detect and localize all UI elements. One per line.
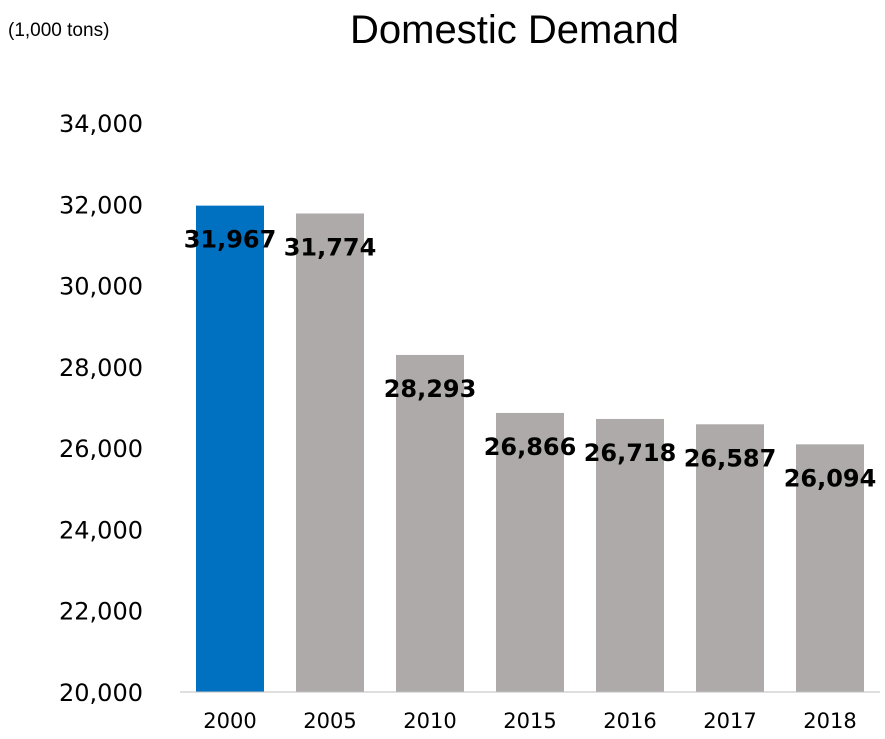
x-tick-label: 2000 (203, 709, 256, 733)
chart-title: Domestic Demand (350, 8, 680, 52)
bars (196, 205, 864, 692)
bar (496, 412, 564, 692)
data-labels: 31,967 31,774 28,293 26,866 26,718 26,58726,0… (184, 226, 877, 493)
data-label: 31,967 (184, 226, 277, 254)
y-tick-label: 22,000 (59, 598, 143, 626)
data-label: 26,094 (784, 464, 877, 492)
y-tick-label: 20,000 (59, 679, 143, 707)
x-tick-label: 2017 (703, 709, 756, 733)
data-label: 26,718 (584, 439, 677, 467)
x-tick-label: 2005 (303, 709, 356, 733)
y-tick-label: 30,000 (59, 273, 143, 301)
bar (696, 424, 764, 692)
bar (296, 213, 364, 692)
bar (596, 418, 664, 692)
bar (196, 205, 264, 692)
data-label: 26,587 (684, 444, 777, 472)
x-tick-label: 2018 (803, 709, 856, 733)
unit-label: (1,000 tons) (8, 20, 110, 41)
y-tick-label: 24,000 (59, 516, 143, 544)
y-axis-ticks: 20,000 22,000 24,000 26,000 28,000 30,000 32,0… (59, 110, 143, 707)
bar (796, 444, 864, 692)
y-tick-label: 26,000 (59, 435, 143, 463)
data-label: 28,293 (384, 375, 477, 403)
x-tick-label: 2016 (603, 709, 656, 733)
y-tick-label: 28,000 (59, 354, 143, 382)
data-label: 26,866 (484, 433, 577, 461)
x-tick-label: 2015 (503, 709, 556, 733)
y-tick-label: 32,000 (59, 191, 143, 219)
bar (396, 354, 464, 692)
x-tick-label: 2010 (403, 709, 456, 733)
data-label: 31,774 (284, 233, 377, 261)
x-axis-ticks: 2000 2005 2010 2015 2016 2017 2018 (203, 709, 856, 733)
y-tick-label: 34,000 (59, 110, 143, 138)
